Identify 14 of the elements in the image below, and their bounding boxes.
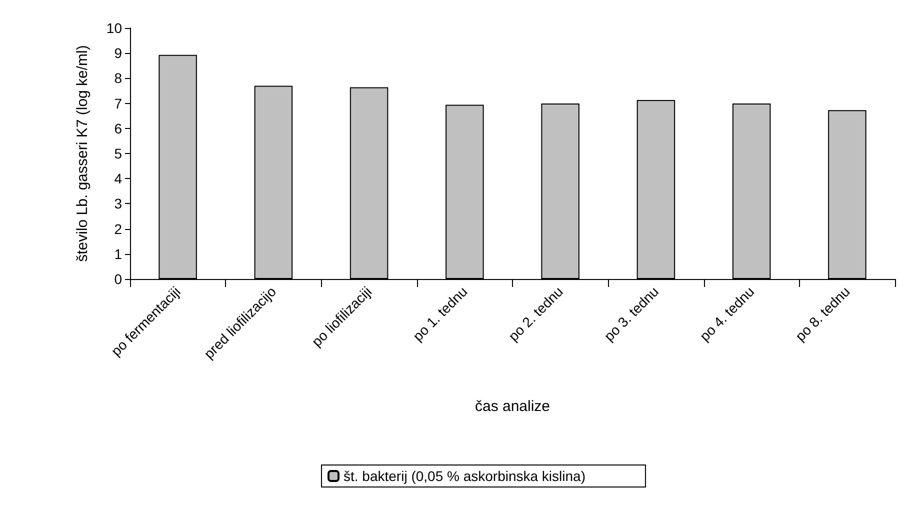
y-tick-label: 3 — [114, 196, 122, 212]
y-tick-label: 9 — [114, 45, 122, 62]
y-tick-label: 10 — [106, 20, 122, 36]
y-tick-label: 1 — [114, 246, 122, 262]
y-axis-title: število Lb. gasseri K7 (log ke/ml) — [74, 45, 91, 262]
y-tick-label: 5 — [114, 146, 122, 162]
x-axis-title: čas analize — [474, 398, 550, 415]
y-tick-label: 7 — [114, 95, 122, 112]
y-tick-label: 4 — [114, 170, 122, 187]
y-tick-label: 0 — [114, 271, 122, 287]
legend-label: št. bakterij (0,05 % askorbinska kislina) — [344, 468, 586, 484]
y-tick-label: 2 — [114, 220, 122, 237]
y-tick-label: 6 — [114, 120, 122, 136]
y-tick-label: 8 — [114, 70, 122, 86]
